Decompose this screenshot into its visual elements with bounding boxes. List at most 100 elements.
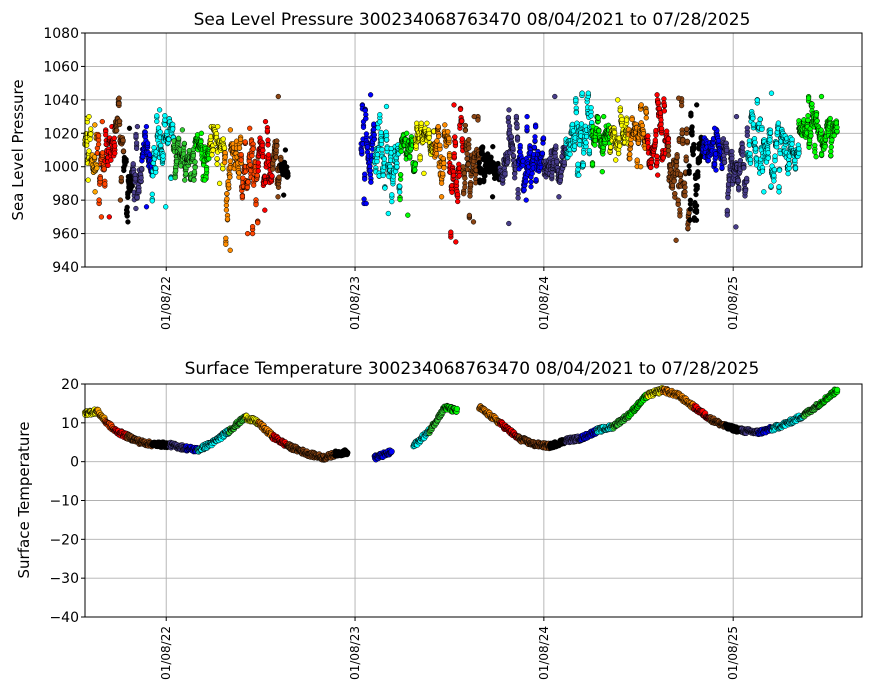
data-point [694,186,700,192]
data-point [643,109,649,115]
data-point [553,143,559,149]
data-point [676,95,682,101]
data-point [124,213,130,219]
data-point [138,175,144,181]
data-point [191,177,197,183]
data-point [440,171,446,177]
data-point [116,118,123,124]
data-point [380,172,386,179]
data-points [81,384,841,463]
data-point [413,143,419,149]
data-point [656,105,662,112]
data-point [209,152,215,158]
data-point [792,165,799,171]
data-point [645,133,651,139]
data-point [442,122,448,128]
data-point [424,120,430,126]
data-point [510,145,516,151]
data-point [203,167,210,173]
data-point [156,107,163,113]
data-point [674,154,680,160]
x-tick-label: 01/08/25 [726,276,740,330]
data-point [680,137,686,143]
data-point [733,113,740,120]
data-point [687,217,693,223]
data-point [449,189,455,195]
data-point [446,135,452,142]
data-point [693,217,700,223]
data-point [134,194,140,201]
data-point [451,154,457,160]
data-point [488,154,494,160]
data-point [179,127,186,133]
data-point [746,142,753,148]
data-point [436,133,442,139]
data-point [524,124,530,130]
data-point [828,152,834,159]
data-point [813,154,819,160]
data-point [655,99,661,106]
data-point [224,196,230,202]
data-point [139,166,145,172]
data-point [687,197,694,203]
data-point [126,125,133,131]
data-point [224,190,230,197]
data-point [694,102,700,108]
data-point [515,186,521,193]
data-point [521,187,527,193]
data-point [818,93,825,100]
data-point [264,128,271,134]
data-point [214,161,220,167]
data-point [183,171,189,177]
data-point [690,151,696,158]
data-point [108,157,114,163]
data-point [638,164,644,170]
data-point [92,189,98,195]
data-point [452,134,458,140]
data-point [96,197,102,203]
data-point [133,140,140,146]
data-point [371,136,377,143]
data-point [617,107,623,113]
data-point [724,207,730,214]
data-point [381,156,388,162]
data-point [490,144,496,150]
data-point [394,164,400,170]
data-point [433,151,440,157]
data-point [808,133,814,139]
data-point [434,138,440,144]
data-point [725,194,731,201]
data-point [254,172,260,179]
data-point [95,133,102,139]
data-point [796,146,802,152]
data-point [143,204,150,210]
data-point [255,220,261,226]
data-point [222,154,228,160]
data-point [805,117,811,123]
data-point [686,170,692,176]
data-point [592,142,598,148]
data-point [615,97,621,103]
data-point [685,225,691,231]
data-point [97,175,103,182]
data-point [772,153,778,159]
data-segment [563,90,595,178]
data-point [284,164,290,170]
data-point [227,174,233,180]
data-point [438,194,445,200]
data-point [437,142,443,148]
data-point [648,159,655,166]
data-point [523,197,529,203]
data-point [466,145,472,151]
data-point [377,119,383,125]
data-point [95,141,102,147]
data-segment [94,118,108,220]
data-point [556,194,562,200]
data-point [383,103,390,110]
data-point [475,117,481,123]
data-point [470,219,477,225]
data-point [210,147,216,153]
data-point [441,160,447,166]
data-point [510,152,517,159]
